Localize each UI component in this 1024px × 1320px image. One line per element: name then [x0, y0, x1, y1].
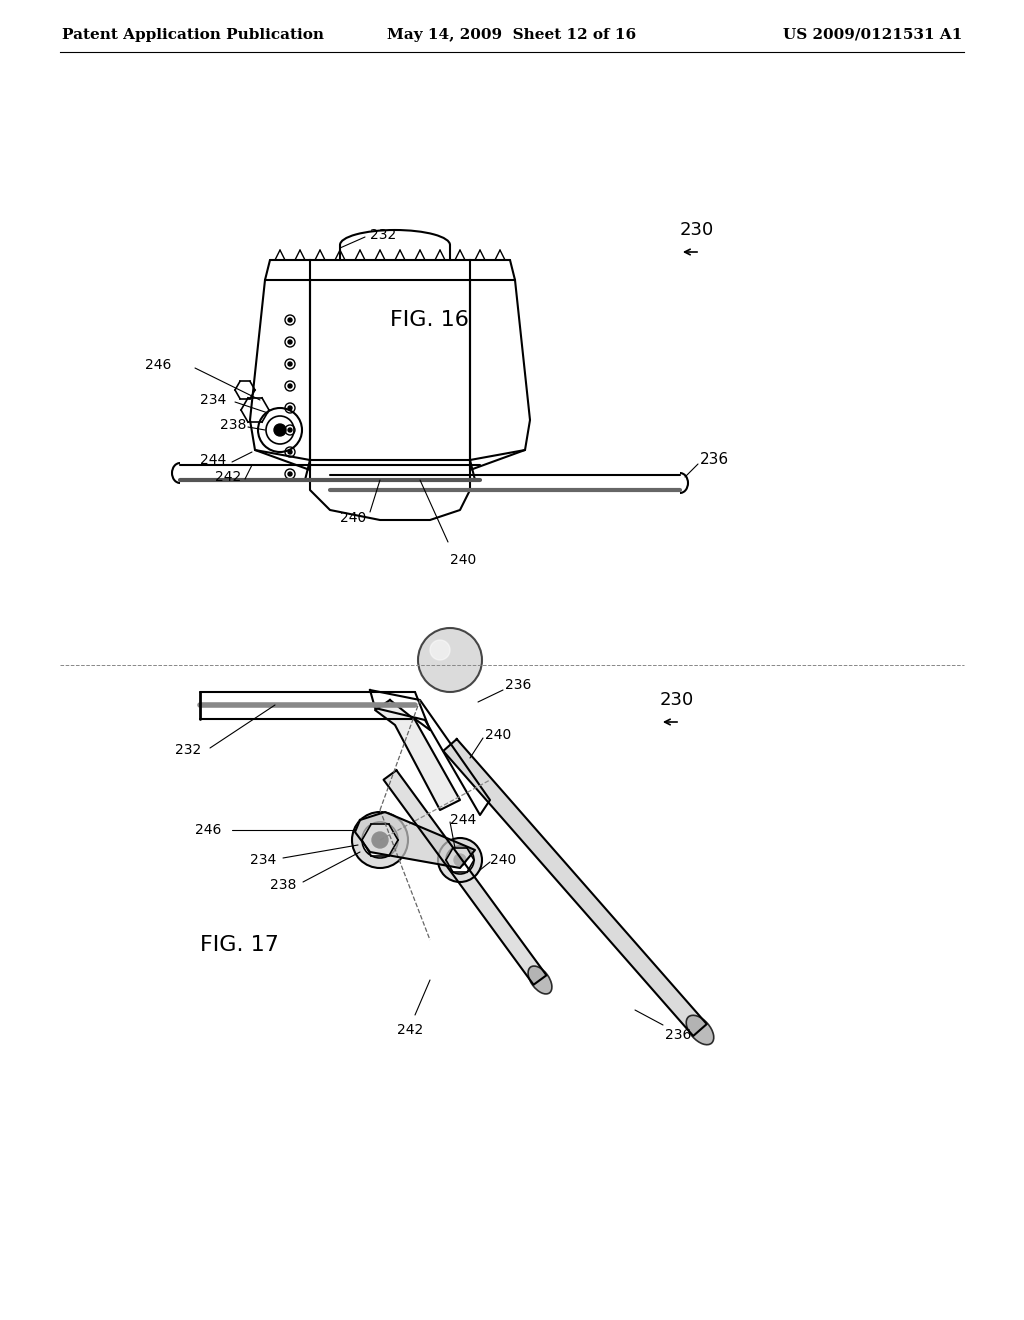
Circle shape [362, 822, 398, 858]
Circle shape [430, 640, 450, 660]
Text: 240: 240 [450, 553, 476, 568]
Text: 244: 244 [450, 813, 476, 828]
Text: 242: 242 [397, 1023, 423, 1038]
Text: 236: 236 [700, 453, 729, 467]
Circle shape [438, 838, 482, 882]
Text: FIG. 16: FIG. 16 [390, 310, 469, 330]
Text: 230: 230 [680, 220, 715, 239]
Circle shape [288, 341, 292, 345]
Ellipse shape [686, 1015, 714, 1044]
Circle shape [288, 473, 292, 477]
Text: 238: 238 [220, 418, 247, 432]
Circle shape [288, 450, 292, 454]
Text: Patent Application Publication: Patent Application Publication [62, 28, 324, 42]
Text: 236: 236 [505, 678, 531, 692]
Text: 232: 232 [370, 228, 396, 242]
Text: 244: 244 [200, 453, 226, 467]
Polygon shape [355, 812, 475, 869]
Circle shape [446, 846, 474, 874]
Text: FIG. 17: FIG. 17 [200, 935, 279, 954]
Text: 238: 238 [270, 878, 296, 892]
Circle shape [288, 407, 292, 411]
Circle shape [288, 428, 292, 432]
Circle shape [372, 832, 388, 847]
Circle shape [288, 318, 292, 322]
Circle shape [288, 384, 292, 388]
Text: 240: 240 [340, 511, 367, 525]
Polygon shape [375, 700, 460, 810]
Text: 240: 240 [490, 853, 516, 867]
Text: US 2009/0121531 A1: US 2009/0121531 A1 [782, 28, 962, 42]
Circle shape [454, 854, 466, 866]
Text: 246: 246 [145, 358, 171, 372]
Text: 234: 234 [250, 853, 276, 867]
Text: May 14, 2009  Sheet 12 of 16: May 14, 2009 Sheet 12 of 16 [387, 28, 637, 42]
Polygon shape [443, 739, 707, 1036]
Circle shape [288, 362, 292, 366]
Circle shape [274, 424, 286, 436]
Text: 236: 236 [665, 1028, 691, 1041]
Text: 242: 242 [215, 470, 242, 484]
Ellipse shape [528, 966, 552, 994]
Text: 240: 240 [485, 729, 511, 742]
Circle shape [418, 628, 482, 692]
Polygon shape [384, 771, 547, 985]
Text: 230: 230 [660, 690, 694, 709]
Text: 234: 234 [200, 393, 226, 407]
Text: 246: 246 [195, 822, 221, 837]
Circle shape [352, 812, 408, 869]
Text: 232: 232 [175, 743, 202, 756]
